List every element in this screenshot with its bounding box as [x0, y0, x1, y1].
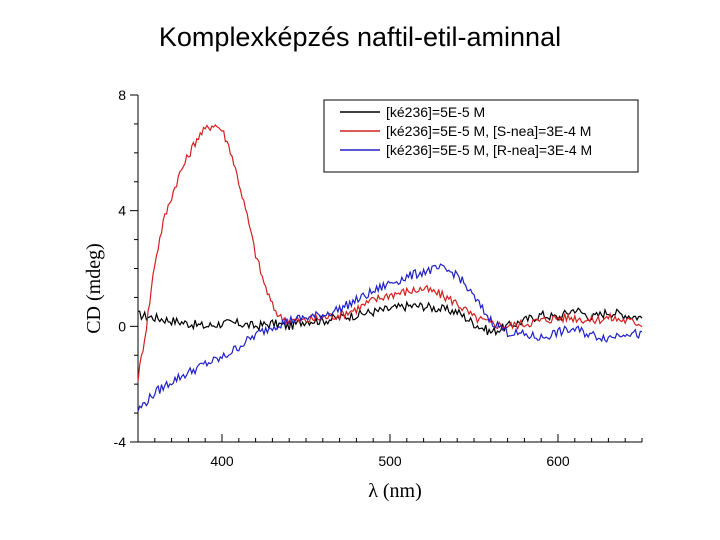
legend-entry-1: [ké236]=5E-5 M [386, 104, 485, 120]
axes-layer: 400 500 600 -4 0 4 8 λ (nm) CD (mdeg) [83, 87, 643, 502]
slide-title: Komplexképzés naftil-etil-aminnal [158, 22, 562, 52]
x-tick-label: 600 [546, 453, 570, 469]
y-axis-title: CD (mdeg) [83, 243, 105, 334]
series-line-3 [137, 263, 643, 412]
legend: [ké236]=5E-5 M [ké236]=5E-5 M, [S-nea]=3E… [323, 99, 639, 173]
legend-entry-2: [ké236]=5E-5 M, [S-nea]=3E-4 M [386, 123, 591, 139]
y-tick-label: 4 [118, 203, 126, 219]
x-tick-label: 500 [378, 453, 402, 469]
y-tick-label: 0 [118, 318, 126, 334]
series-line-1 [138, 300, 643, 337]
y-tick-label: -4 [114, 434, 127, 450]
series-line-2 [137, 123, 643, 382]
x-axis-title: λ (nm) [368, 480, 422, 502]
series-layer [137, 123, 643, 412]
x-tick-label: 400 [210, 453, 234, 469]
legend-entry-3: [ké236]=5E-5 M, [R-nea]=3E-4 M [386, 142, 592, 158]
y-tick-label: 8 [118, 87, 126, 103]
